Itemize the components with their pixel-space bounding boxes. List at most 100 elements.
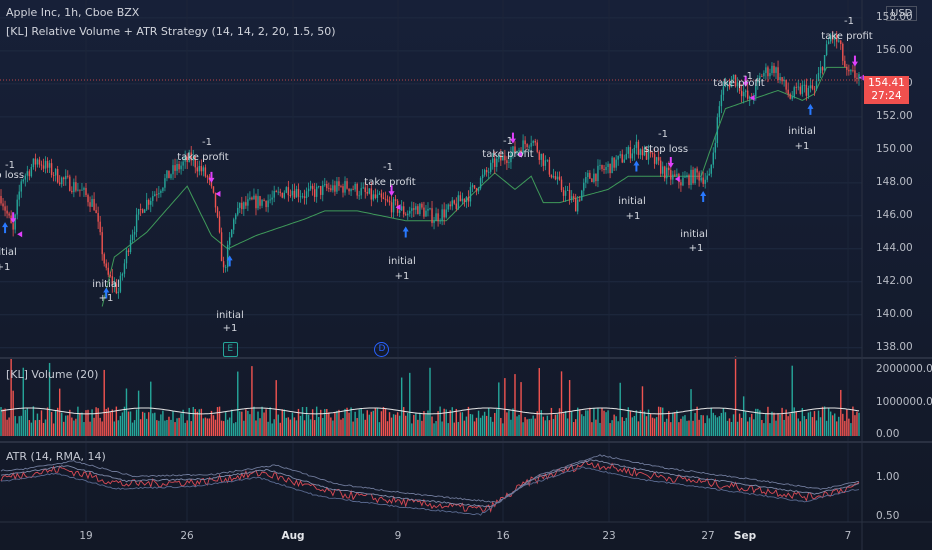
candle bbox=[309, 180, 312, 191]
candle bbox=[749, 95, 751, 106]
volume-bar bbox=[267, 421, 269, 436]
volume-bar bbox=[58, 388, 61, 436]
candle bbox=[568, 182, 571, 205]
volume-bar bbox=[317, 417, 320, 436]
volume-bar bbox=[184, 422, 186, 436]
candle bbox=[536, 139, 538, 154]
candle bbox=[196, 160, 199, 178]
candle bbox=[558, 171, 561, 181]
volume-bar bbox=[504, 378, 506, 436]
candle bbox=[589, 170, 591, 179]
exit-arrow bbox=[851, 55, 864, 81]
volume-bar bbox=[516, 416, 518, 436]
candle bbox=[742, 85, 745, 104]
volume-bar bbox=[443, 408, 445, 436]
volume-bar bbox=[174, 422, 176, 436]
candle bbox=[449, 201, 451, 210]
volume-bar bbox=[825, 420, 828, 436]
volume-bar bbox=[538, 368, 540, 436]
exit-arrow bbox=[10, 212, 23, 238]
volume-bar bbox=[390, 417, 393, 436]
volume-bar bbox=[324, 409, 326, 436]
candle bbox=[716, 113, 719, 148]
entry-signal-label: initial bbox=[388, 256, 416, 267]
volume-bar bbox=[139, 419, 142, 436]
candle bbox=[463, 198, 466, 207]
volume-bar bbox=[303, 420, 306, 436]
candle bbox=[585, 172, 587, 189]
volume-bar bbox=[615, 416, 617, 436]
volume-bar bbox=[162, 410, 164, 436]
candle bbox=[817, 66, 820, 82]
candle bbox=[233, 217, 235, 235]
volume-bar bbox=[271, 423, 273, 436]
volume-pane-label[interactable]: [KL] Volume (20) bbox=[6, 368, 99, 381]
last-price-value: 154.41 bbox=[868, 77, 905, 89]
candle bbox=[344, 176, 346, 196]
candle bbox=[131, 229, 134, 244]
volume-bar bbox=[554, 414, 557, 436]
volume-bar bbox=[425, 414, 427, 436]
entry-arrow bbox=[103, 287, 110, 299]
candle bbox=[696, 166, 698, 180]
volume-bar bbox=[475, 417, 478, 436]
volume-bar bbox=[111, 409, 114, 436]
volume-bar bbox=[631, 417, 634, 436]
volume-bar bbox=[137, 390, 140, 436]
volume-bar bbox=[574, 419, 577, 436]
volume-bar bbox=[684, 415, 686, 436]
volume-bar bbox=[856, 411, 858, 436]
candle bbox=[411, 201, 413, 218]
price-axis-label: 140.00 bbox=[876, 307, 913, 320]
candle bbox=[597, 159, 599, 188]
time-axis-label: 7 bbox=[844, 530, 852, 542]
candle bbox=[771, 62, 773, 76]
volume-bar bbox=[651, 417, 654, 436]
candle bbox=[611, 156, 613, 174]
price-axis-label: 146.00 bbox=[876, 208, 913, 221]
entry-arrow bbox=[633, 160, 640, 172]
volume-bar bbox=[400, 377, 403, 436]
atr-outer-band bbox=[0, 454, 860, 504]
currency-button[interactable]: USD bbox=[886, 6, 918, 21]
volume-bar bbox=[20, 415, 22, 436]
candle bbox=[346, 178, 348, 190]
candle bbox=[81, 183, 83, 191]
candle bbox=[461, 192, 464, 205]
earnings-event-icon[interactable]: E bbox=[222, 342, 238, 357]
atr-pane-label[interactable]: ATR (14, RMA, 14) bbox=[6, 450, 106, 463]
candle bbox=[591, 177, 593, 183]
last-price-label: 154.41 27:24 bbox=[864, 76, 909, 104]
candle bbox=[267, 194, 269, 213]
candle bbox=[512, 146, 514, 159]
volume-bar bbox=[79, 412, 81, 436]
candle bbox=[542, 153, 545, 172]
volume-bar bbox=[477, 410, 480, 436]
candle bbox=[528, 144, 530, 152]
volume-bar bbox=[69, 409, 71, 436]
volume-bar bbox=[840, 389, 842, 436]
volume-bar bbox=[779, 414, 781, 436]
dividend-event-icon[interactable]: D bbox=[374, 342, 390, 357]
volume-bar bbox=[457, 421, 460, 436]
volume-bar bbox=[172, 411, 174, 436]
volume-bar bbox=[483, 411, 486, 436]
volume-bar bbox=[676, 410, 678, 436]
volume-bar bbox=[761, 419, 763, 436]
volume-bar bbox=[738, 413, 741, 436]
volume-bar bbox=[117, 420, 120, 436]
volume-bar bbox=[819, 417, 822, 436]
volume-bar bbox=[277, 414, 279, 436]
candle bbox=[641, 146, 644, 160]
volume-bar bbox=[706, 415, 708, 436]
volume-bar bbox=[241, 411, 243, 436]
volume-bar bbox=[682, 416, 684, 436]
symbol-title[interactable]: Apple Inc, 1h, Cboe BZX bbox=[6, 6, 140, 19]
volume-axis-mid: 1000000.00 bbox=[876, 396, 932, 408]
candle bbox=[251, 196, 253, 201]
candle bbox=[235, 212, 237, 224]
volume-bar bbox=[479, 417, 482, 436]
candle bbox=[299, 190, 302, 203]
strategy-legend[interactable]: [KL] Relative Volume + ATR Strategy (14,… bbox=[6, 25, 336, 38]
